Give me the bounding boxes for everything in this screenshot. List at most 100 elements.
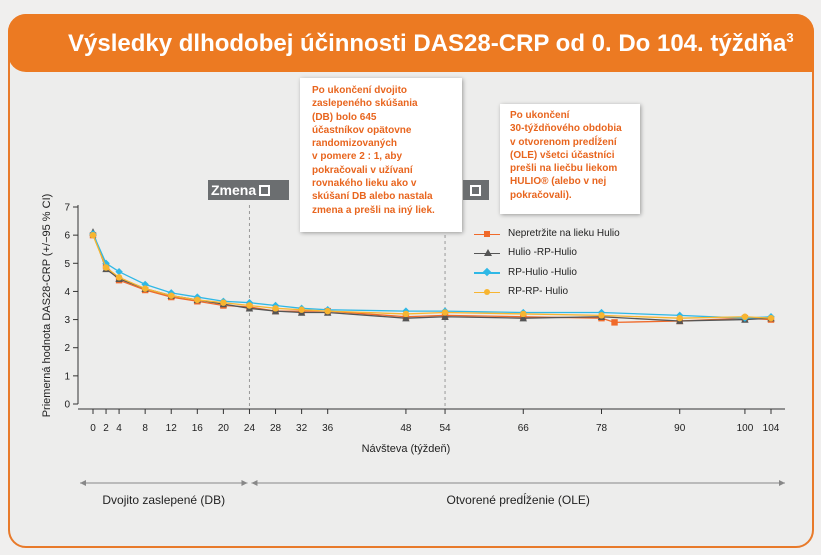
db-note-line: zmena a prešli na iný liek. <box>312 204 435 216</box>
x-tick-label: 78 <box>596 423 608 434</box>
data-point <box>519 313 527 322</box>
data-point <box>324 307 331 315</box>
period-label: Otvorené predĺženie (OLE) <box>447 492 590 507</box>
db-note-line: (DB) bolo 645 <box>312 111 377 123</box>
y-tick-label: 6 <box>64 231 70 242</box>
db-note-line: rovnakého lieku ako v <box>312 178 417 190</box>
y-axis-label: Priemerná hodnota DAS28-CRP (+/−95 % CI) <box>41 194 53 418</box>
external-link-icon <box>470 185 481 196</box>
data-point <box>168 292 175 299</box>
legend-swatch <box>474 248 500 258</box>
switch-badge[interactable]: Zmena <box>208 180 289 200</box>
y-tick-label: 5 <box>64 259 70 270</box>
arrow-head <box>251 480 258 486</box>
ole-note-line: HULIO® (alebo v nej <box>510 176 607 188</box>
db-note-line: zaslepeného skúšania <box>312 98 418 110</box>
ole-note-callout: Po ukončení 30-týždňového obdobia v otvore… <box>500 104 640 214</box>
x-tick-label: 66 <box>518 423 530 434</box>
legend-item: RP-RP- Hulio <box>474 282 620 301</box>
data-point <box>402 313 410 322</box>
legend-label: RP-RP- Hulio <box>508 286 569 298</box>
arrow-head <box>779 480 785 486</box>
legend-item: Nepretržite na lieku Hulio <box>474 224 620 243</box>
db-note-line: Po ukončení dvojito <box>312 85 408 96</box>
switch-badge-label: Zmena <box>211 182 257 198</box>
series-line <box>92 233 772 319</box>
arrow-head <box>241 480 248 486</box>
x-tick-label: 48 <box>400 423 412 434</box>
x-tick-label: 32 <box>296 423 308 434</box>
x-tick-label: 104 <box>763 423 780 434</box>
db-note-callout: Po ukončení dvojito zaslepeného skúšania(… <box>300 78 462 232</box>
x-tick-label: 20 <box>218 423 230 434</box>
data-point <box>141 285 149 292</box>
header-bar: Výsledky dlhodobej účinnosti DAS28-CRP o… <box>8 14 814 72</box>
data-point <box>194 296 201 304</box>
x-tick-label: 8 <box>142 423 148 434</box>
legend-label: RP-Hulio -Hulio <box>508 266 577 278</box>
page-title: Výsledky dlhodobej účinnosti DAS28-CRP o… <box>68 30 794 57</box>
x-axis-label: Návšteva (týždeň) <box>362 443 451 455</box>
legend-item: RP-Hulio -Hulio <box>474 263 620 282</box>
db-note-line: pokračovali v užívaní <box>312 164 413 176</box>
x-tick-label: 2 <box>103 423 109 434</box>
chart-legend: Nepretržite na lieku Hulio Hulio -RP-Huli… <box>474 224 620 301</box>
y-tick-label: 7 <box>64 203 70 214</box>
data-point <box>298 306 305 313</box>
x-tick-label: 54 <box>439 423 451 434</box>
switch-badge-ole[interactable] <box>463 180 489 200</box>
data-point <box>220 299 227 306</box>
ole-note-line: 30-týždňového obdobia <box>510 123 622 135</box>
data-point <box>741 313 749 320</box>
period-label: Dvojito zaslepené (DB) <box>102 493 225 507</box>
x-tick-label: 28 <box>270 423 282 434</box>
ole-note-line: prešli na liečbu liekom <box>510 163 618 175</box>
x-tick-label: 4 <box>116 423 122 434</box>
data-point <box>676 314 683 322</box>
db-note-line: účastníkov opätovne <box>312 124 412 136</box>
y-tick-label: 3 <box>64 315 70 326</box>
ole-note-line: Po ukončení <box>510 110 570 121</box>
ole-note-line: (OLE) všetci účastníci <box>510 149 615 161</box>
db-note-line: randomizovaných <box>312 138 398 150</box>
legend-label: Hulio -RP-Hulio <box>508 247 577 259</box>
data-point <box>115 268 123 276</box>
data-point <box>611 319 618 326</box>
series-line <box>92 234 772 319</box>
db-note-line: v pomere 2 : 1, aby <box>312 151 403 163</box>
data-point <box>402 310 410 318</box>
ole-note-line: v otvorenom predĺžení <box>510 136 617 148</box>
x-tick-label: 12 <box>166 423 178 434</box>
data-point <box>441 309 449 316</box>
y-tick-label: 0 <box>64 400 70 411</box>
data-point <box>598 312 605 319</box>
ole-note-line: pokračovali). <box>510 189 572 201</box>
y-tick-label: 1 <box>64 371 70 382</box>
arrow-head <box>80 480 86 486</box>
legend-item: Hulio -RP-Hulio <box>474 243 620 262</box>
data-point <box>89 231 97 239</box>
series-line <box>92 232 772 322</box>
x-tick-label: 90 <box>674 423 686 434</box>
data-point <box>767 314 775 322</box>
x-tick-label: 16 <box>192 423 204 434</box>
x-tick-label: 36 <box>322 423 334 434</box>
y-tick-label: 2 <box>64 343 70 354</box>
data-point <box>246 302 253 309</box>
legend-swatch <box>474 267 500 277</box>
data-point <box>520 310 527 318</box>
data-point <box>115 274 123 281</box>
x-tick-label: 0 <box>90 423 96 434</box>
legend-swatch <box>474 229 500 239</box>
y-tick-label: 4 <box>64 287 70 298</box>
series-line <box>92 234 772 324</box>
data-point <box>102 264 110 271</box>
data-point <box>272 305 279 312</box>
legend-label: Nepretržite na lieku Hulio <box>508 228 620 240</box>
data-point <box>441 312 449 320</box>
x-tick-label: 100 <box>737 423 754 434</box>
db-note-line: skúšaní DB alebo nastala <box>312 191 433 203</box>
external-link-icon <box>259 185 271 196</box>
x-tick-label: 24 <box>244 423 256 434</box>
